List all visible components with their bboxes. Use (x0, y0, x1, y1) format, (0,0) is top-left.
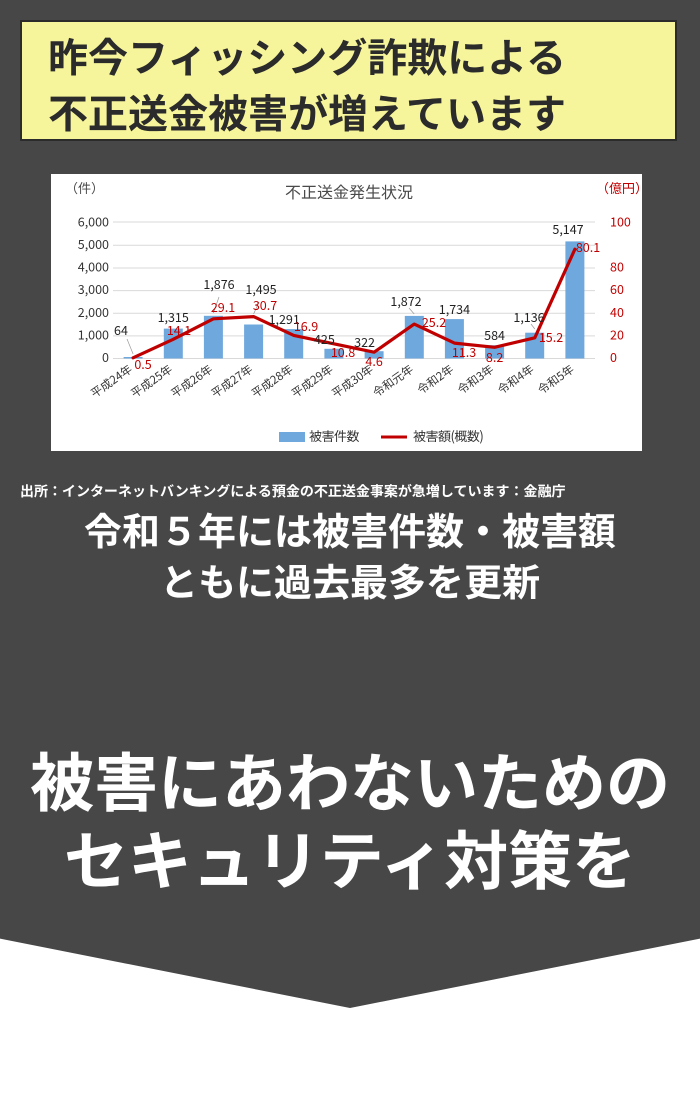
svg-text:（億円）: （億円） (596, 178, 642, 197)
svg-text:被害件数: 被害件数 (309, 426, 360, 445)
svg-text:被害額(概数): 被害額(概数) (413, 426, 483, 445)
svg-text:令和5年: 令和5年 (535, 361, 578, 398)
svg-text:10.8: 10.8 (331, 342, 355, 361)
svg-text:平成27年: 平成27年 (208, 361, 256, 401)
svg-text:令和4年: 令和4年 (494, 361, 537, 398)
svg-text:令和3年: 令和3年 (454, 361, 497, 398)
svg-text:0: 0 (102, 347, 109, 366)
svg-text:平成28年: 平成28年 (248, 361, 296, 401)
svg-text:5,147: 5,147 (552, 219, 583, 238)
svg-text:100: 100 (610, 212, 631, 231)
svg-text:5,000: 5,000 (78, 234, 109, 253)
svg-text:15.2: 15.2 (539, 327, 563, 346)
svg-text:1,876: 1,876 (203, 274, 234, 293)
svg-text:（件）: （件） (65, 178, 104, 197)
svg-text:平成29年: 平成29年 (288, 361, 336, 401)
svg-text:40: 40 (610, 302, 624, 321)
svg-text:20: 20 (610, 324, 624, 343)
svg-text:29.1: 29.1 (211, 297, 235, 316)
svg-text:平成26年: 平成26年 (168, 361, 216, 401)
svg-text:3,000: 3,000 (78, 279, 109, 298)
svg-text:16.9: 16.9 (294, 316, 318, 335)
svg-text:11.3: 11.3 (452, 342, 476, 361)
svg-text:平成24年: 平成24年 (87, 361, 135, 401)
svg-text:25.2: 25.2 (422, 312, 446, 331)
svg-text:64: 64 (114, 320, 128, 339)
svg-text:1,136: 1,136 (513, 307, 544, 326)
svg-text:60: 60 (610, 279, 624, 298)
svg-text:80: 80 (610, 257, 624, 276)
svg-text:2,000: 2,000 (78, 302, 109, 321)
svg-text:0.5: 0.5 (134, 354, 151, 373)
svg-text:4,000: 4,000 (78, 257, 109, 276)
svg-text:80.1: 80.1 (576, 237, 600, 256)
svg-text:平成30年: 平成30年 (328, 361, 376, 401)
svg-text:584: 584 (484, 325, 505, 344)
svg-text:1,000: 1,000 (78, 324, 109, 343)
svg-text:14.1: 14.1 (167, 320, 191, 339)
svg-text:322: 322 (354, 332, 375, 351)
svg-text:1,872: 1,872 (390, 291, 421, 310)
svg-text:30.7: 30.7 (253, 295, 277, 314)
svg-text:不正送金発生状況: 不正送金発生状況 (285, 179, 413, 203)
svg-text:6,000: 6,000 (78, 212, 109, 231)
svg-text:令和2年: 令和2年 (414, 361, 457, 398)
svg-text:0: 0 (610, 347, 617, 366)
